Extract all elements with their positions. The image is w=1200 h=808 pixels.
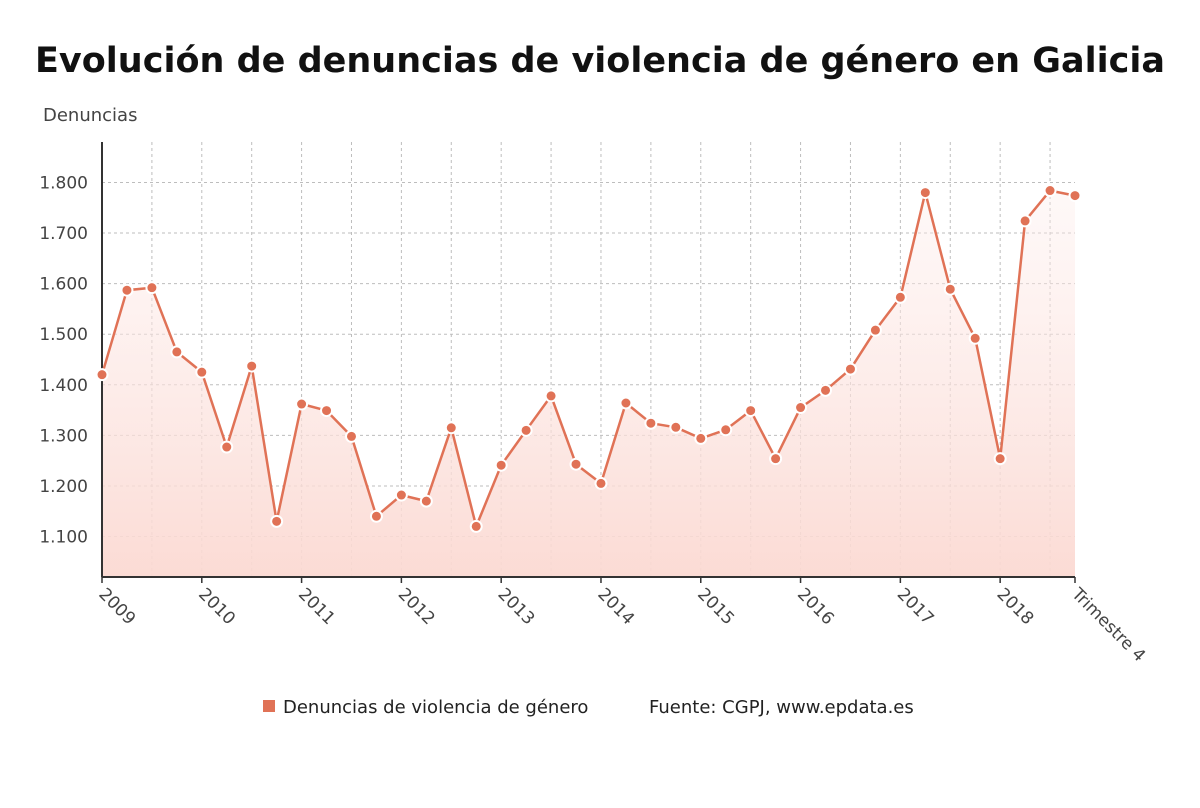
data-point	[1018, 214, 1032, 228]
x-tick-label: 2014	[593, 584, 638, 629]
data-point	[569, 457, 583, 471]
data-point	[619, 396, 633, 410]
data-point	[918, 186, 932, 200]
x-tick-label: 2013	[494, 584, 539, 629]
chart-title: Evolución de denuncias de violencia de g…	[35, 41, 1165, 81]
data-point	[145, 281, 159, 295]
data-point	[519, 423, 533, 437]
y-tick-label: 1.400	[39, 376, 88, 396]
data-point	[669, 420, 683, 434]
data-point	[494, 458, 508, 472]
data-point	[968, 331, 982, 345]
x-tick-label: 2011	[294, 584, 339, 629]
data-point	[295, 397, 309, 411]
data-point	[245, 359, 259, 373]
x-tick-labels: 2009 2010 2011 2012 2013 2014 2015 2016 2017 2018…	[94, 584, 1149, 666]
source-text: Fuente: CGPJ, www.epdata.es	[649, 697, 914, 718]
data-point	[544, 389, 558, 403]
x-tick-label: Trimestre 4	[1067, 584, 1149, 666]
data-point	[344, 429, 358, 443]
x-tick-label: 2009	[94, 584, 139, 629]
data-point	[120, 283, 134, 297]
axes	[101, 142, 1076, 583]
x-tick-label: 2010	[194, 584, 239, 629]
data-point	[369, 509, 383, 523]
x-tick-label: 2018	[993, 584, 1038, 629]
data-point	[444, 421, 458, 435]
y-axis-label: Denuncias	[43, 105, 137, 126]
data-point	[195, 365, 209, 379]
data-point	[843, 362, 857, 376]
data-point	[819, 383, 833, 397]
data-point	[170, 345, 184, 359]
data-point	[220, 440, 234, 454]
x-tick-label: 2017	[893, 584, 938, 629]
y-tick-label: 1.200	[39, 477, 88, 497]
data-point	[419, 494, 433, 508]
data-point	[769, 452, 783, 466]
legend-swatch	[263, 700, 275, 712]
data-point	[993, 452, 1007, 466]
data-point	[270, 514, 284, 528]
data-point	[95, 368, 109, 382]
x-tick-label: 2012	[394, 584, 439, 629]
y-tick-label: 1.600	[39, 275, 88, 295]
data-point	[1043, 184, 1057, 198]
data-point	[719, 423, 733, 437]
legend-label: Denuncias de violencia de género	[283, 697, 588, 718]
data-point	[893, 290, 907, 304]
data-point	[868, 323, 882, 337]
y-tick-label: 1.300	[39, 426, 88, 446]
data-point	[1068, 189, 1082, 203]
data-point	[694, 431, 708, 445]
data-point	[320, 404, 334, 418]
x-tick-label: 2015	[693, 584, 738, 629]
series-area	[102, 190, 1075, 577]
y-tick-label: 1.700	[39, 224, 88, 244]
data-point	[644, 416, 658, 430]
series-line	[100, 189, 1076, 528]
data-point	[394, 488, 408, 502]
data-point	[794, 401, 808, 415]
data-point	[744, 404, 758, 418]
data-point	[594, 476, 608, 490]
y-tick-label: 1.500	[39, 325, 88, 345]
y-tick-labels: 1.100 1.200 1.300 1.400 1.500 1.600 1.700 1.800	[39, 173, 88, 547]
data-points	[95, 184, 1082, 533]
y-tick-label: 1.800	[39, 173, 88, 193]
data-point	[943, 282, 957, 296]
legend: Denuncias de violencia de género Fuente:…	[263, 697, 914, 718]
x-tick-label: 2016	[793, 584, 838, 629]
y-tick-label: 1.100	[39, 528, 88, 548]
data-point	[469, 519, 483, 533]
